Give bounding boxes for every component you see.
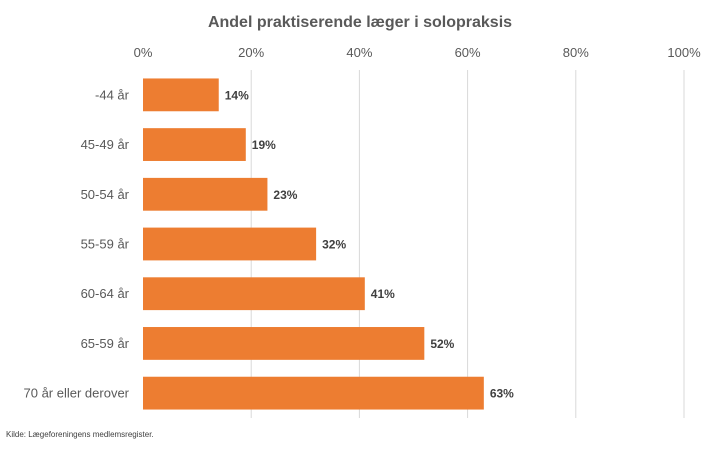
category-label: 45-49 år [81,137,130,152]
bar [143,128,246,161]
gridlines [250,70,685,418]
data-label: 32% [322,238,346,252]
data-label: 52% [430,337,454,351]
data-label: 63% [490,387,514,401]
chart-title: Andel praktiserende læger i solopraksis [208,14,512,31]
category-label: 70 år eller derover [24,386,130,401]
bar [143,177,268,211]
category-label: 50-54 år [81,187,130,202]
data-label: 19% [252,138,276,152]
data-label: 23% [273,188,297,202]
x-tick-label: 100% [667,45,701,60]
data-label: 14% [225,88,249,102]
source-note: Kilde: Lægeforeningens medlemsregister. [6,430,154,439]
bar [143,277,365,311]
bar [143,376,484,410]
x-tick-label: 40% [346,45,372,60]
category-labels: -44 år 45-49 år 50-54 år 55-59 år 60-64 år 65… [24,87,130,400]
bar [143,327,425,360]
bars [143,78,484,410]
data-label: 41% [371,287,395,301]
category-label: 55-59 år [81,237,130,252]
x-tick-label: 80% [563,45,589,60]
bar [143,227,317,261]
category-label: -44 år [95,87,130,102]
category-label: 60-64 år [81,286,130,301]
data-labels: 14% 19% 23% 32% 41% 52% 63% [225,88,514,400]
bar [143,78,219,112]
x-axis-ticks: 0% 20% 40% 60% 80% 100% [134,45,701,60]
x-tick-label: 0% [134,45,153,60]
x-tick-label: 60% [455,45,481,60]
category-label: 65-59 år [81,336,130,351]
x-tick-label: 20% [238,45,264,60]
